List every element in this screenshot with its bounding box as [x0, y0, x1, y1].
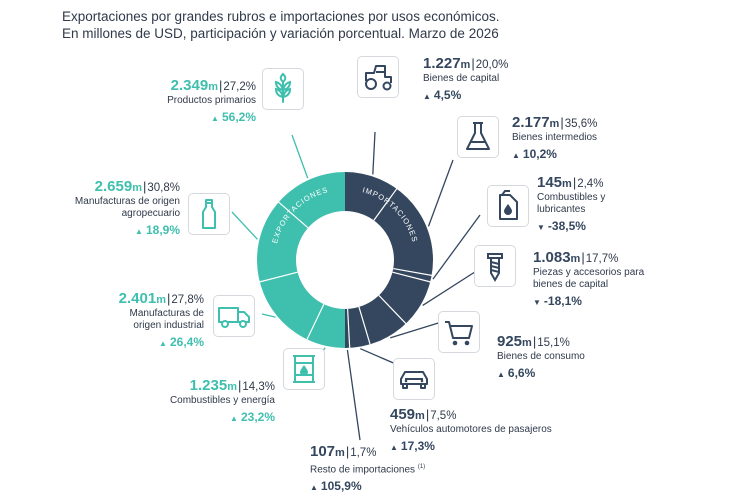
car-icon [393, 358, 435, 400]
label-bienes-capital: 1.227m|20,0% Bienes de capital ▲ 4,5% [423, 55, 509, 102]
import-leader-1 [427, 159, 454, 227]
label-manufacturas-industrial: 2.401m|27,8% Manufacturas de origen indu… [118, 290, 204, 349]
label-combustibles-energia: 1.235m|14,3% Combustibles y energía ▲ 23,… [169, 377, 275, 424]
donut-ring [257, 172, 433, 348]
tractor-icon [357, 56, 399, 98]
shopping-cart-icon [438, 311, 480, 353]
bottle-icon [188, 193, 230, 235]
label-resto-importaciones: 107m|1,7% Resto de importaciones (1) ▲ 10… [310, 443, 426, 494]
leader-lines [231, 131, 481, 441]
label-vehiculos-automotores: 459m|7,5% Vehículos automotores de pasaj… [390, 406, 552, 453]
imports-half [345, 172, 433, 348]
flask-icon [457, 116, 499, 158]
export-leader-2 [261, 313, 276, 318]
import-divider-2 [393, 267, 432, 276]
label-manufacturas-agropecuario: 2.659m|30,8% Manufacturas de origen agro… [74, 178, 180, 237]
import-leader-6 [346, 349, 361, 441]
label-bienes-intermedios: 2.177m|35,6% Bienes intermedios ▲ 10,2% [512, 114, 598, 161]
import-leader-0 [372, 131, 376, 175]
oil-barrel-icon [283, 348, 325, 390]
import-divider-6 [347, 308, 351, 348]
label-productos-primarios: 2.349m|27,2% Productos primarios ▲ 56,2% [167, 77, 256, 124]
export-leader-1 [231, 211, 258, 240]
export-leader-0 [291, 134, 309, 179]
import-divider-1 [373, 188, 398, 221]
title-line-1: Exportaciones por grandes rubros e impor… [62, 9, 500, 24]
export-divider-3 [306, 303, 325, 340]
import-divider-3 [392, 271, 431, 283]
exports-half [257, 172, 345, 348]
label-bienes-consumo: 925m|15,1% Bienes de consumo ▲ 6,6% [497, 333, 585, 380]
screw-icon [474, 245, 516, 287]
wheat-icon [262, 68, 304, 110]
chart-title: Exportaciones por grandes rubros e impor… [62, 8, 499, 42]
label-piezas-accesorios: 1.083m|17,7% Piezas y accesorios para bi… [533, 249, 645, 308]
export-divider-1 [278, 201, 309, 229]
title-line-2: En millones de USD, participación y vari… [62, 26, 499, 41]
import-divider-4 [378, 294, 407, 324]
fuel-can-icon [487, 185, 529, 227]
import-leader-2 [432, 214, 481, 280]
import-divider-5 [358, 306, 371, 345]
import-leader-3 [422, 269, 479, 306]
truck-icon [213, 295, 255, 337]
label-combustibles-lubricantes: 145m|2,4% Combustibles y lubricantes ▼ -3… [537, 174, 606, 233]
export-divider-2 [259, 271, 298, 283]
segment-dividers [259, 188, 432, 348]
